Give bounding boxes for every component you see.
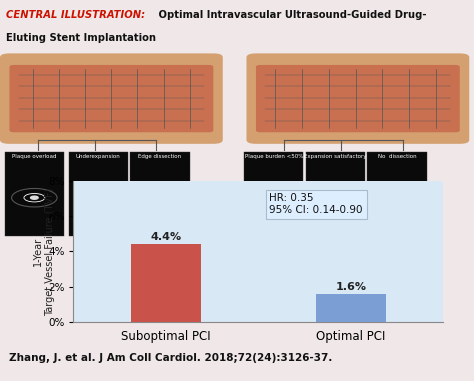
Text: Eluting Stent Implantation: Eluting Stent Implantation [6,33,155,43]
Text: HR: 0.35
95% CI: 0.14-0.90: HR: 0.35 95% CI: 0.14-0.90 [269,193,363,215]
Text: Expansion satisfactory: Expansion satisfactory [304,154,366,159]
Bar [306,152,365,236]
Circle shape [333,197,338,199]
Text: Underexpansion: Underexpansion [76,154,121,159]
Text: 1.6%: 1.6% [335,282,366,291]
Bar [5,152,64,236]
FancyBboxPatch shape [256,65,460,132]
FancyBboxPatch shape [0,53,223,144]
Y-axis label: 1-Year
Target Vessel Failure (TVF): 1-Year Target Vessel Failure (TVF) [33,187,55,315]
Circle shape [271,197,277,199]
Text: Plaque overload: Plaque overload [12,154,56,159]
Text: Zhang, J. et al. J Am Coll Cardiol. 2018;72(24):3126-37.: Zhang, J. et al. J Am Coll Cardiol. 2018… [9,353,333,363]
Bar [244,152,303,236]
Text: Plaque burden <50%: Plaque burden <50% [245,154,303,159]
Text: No  dissection: No dissection [378,154,416,159]
Bar [316,294,386,322]
Text: Edge dissection: Edge dissection [138,154,182,159]
Circle shape [30,196,38,199]
Bar [69,152,128,236]
Text: Optimal Intravascular Ultrasound-Guided Drug-: Optimal Intravascular Ultrasound-Guided … [155,10,427,19]
Bar [130,152,190,236]
FancyBboxPatch shape [9,65,213,132]
Text: CENTRAL ILLUSTRATION:: CENTRAL ILLUSTRATION: [6,10,145,19]
Text: 4.4%: 4.4% [150,232,182,242]
Circle shape [156,196,164,199]
Circle shape [394,197,400,199]
Bar [367,152,427,236]
FancyBboxPatch shape [246,53,469,144]
Bar [131,245,201,322]
Circle shape [94,196,102,199]
